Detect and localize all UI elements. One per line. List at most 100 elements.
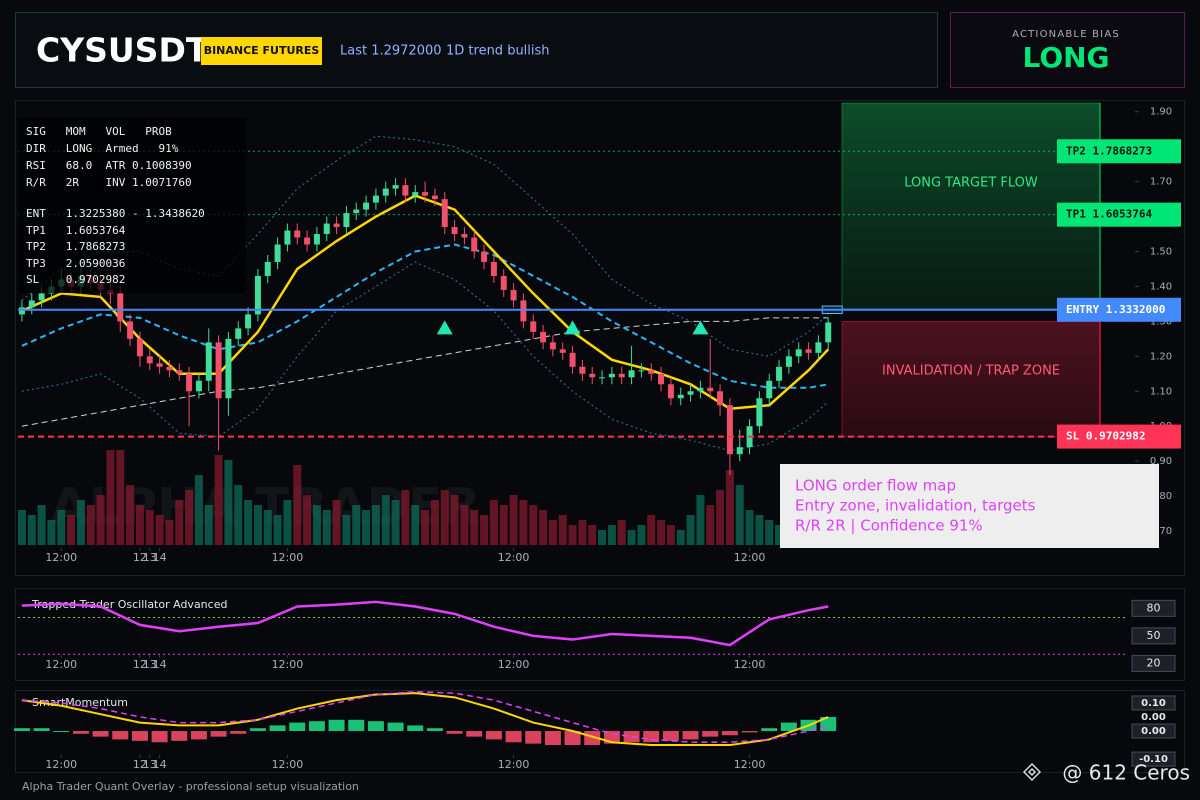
volume-bar <box>676 530 685 545</box>
volume-bar <box>234 485 243 545</box>
exchange: BINANCE FUTURES <box>204 44 320 57</box>
momentum-bar <box>269 725 286 732</box>
candle-body <box>127 321 134 339</box>
volume-bar <box>657 520 666 545</box>
candle-body <box>431 195 438 200</box>
x-tick-label: 14 <box>153 758 167 771</box>
credit-icon-inner <box>1027 767 1037 777</box>
candle-body <box>471 237 478 252</box>
momentum-bar <box>230 731 247 734</box>
candle-body <box>618 373 625 378</box>
y-tick-label: 1.40 <box>1150 281 1172 292</box>
candle-body <box>520 300 527 322</box>
volume-bar <box>450 495 459 545</box>
stats-row: SIG MOM VOL PROB <box>26 125 172 138</box>
header-panel <box>15 12 938 88</box>
zone-label: LONG TARGET FLOW <box>904 176 1038 191</box>
trend: 1D trend bullish <box>446 44 550 59</box>
y-tick-label: 0.70 <box>1150 526 1172 537</box>
volume-bar <box>194 475 203 545</box>
candle-body <box>254 275 261 315</box>
x-tick-label: 12:00 <box>45 551 77 564</box>
volume-bar <box>647 515 656 545</box>
momentum-line <box>21 692 829 747</box>
candle-body <box>176 370 183 374</box>
level-tag <box>1057 424 1181 449</box>
volume-bar <box>371 505 380 545</box>
candle-body <box>402 185 409 196</box>
volume-bar <box>381 495 390 545</box>
candle-body <box>382 188 389 196</box>
volume-bar <box>293 465 302 545</box>
candle-body <box>422 192 429 196</box>
candle-body <box>412 192 419 196</box>
x-tick-label: 12:00 <box>734 758 766 771</box>
volume-bar <box>568 525 577 545</box>
y-tick-box <box>1131 654 1176 672</box>
momentum-bar <box>564 731 581 746</box>
volume-bar <box>96 495 105 545</box>
candle-body <box>235 328 242 339</box>
chart-layer: 12:00 12 12:00 13 12:00 14 12:00 0.70 0.80 0.90 1.… <box>13 102 1181 771</box>
candle-body <box>638 370 645 372</box>
candle-body <box>372 195 379 203</box>
momentum-bar <box>367 721 384 732</box>
y-tick-box <box>1131 695 1176 711</box>
volume-bar <box>529 505 538 545</box>
volume-bar <box>470 510 479 545</box>
y-tick-label: 20 <box>1147 656 1161 669</box>
momentum-bar <box>702 731 719 737</box>
volume-bar <box>539 510 548 545</box>
signal-marker <box>436 320 453 335</box>
volume-bar <box>725 470 734 545</box>
x-tick-label: 12 <box>133 758 147 771</box>
momentum-bar <box>210 731 227 737</box>
stats-level: TP2 1.7868273 <box>26 240 125 253</box>
candle-body <box>697 387 704 392</box>
candle-body <box>510 289 517 301</box>
y-tick-label: 1.20 <box>1150 351 1172 362</box>
volume-bar <box>607 525 616 545</box>
volume-bar <box>598 530 607 545</box>
volume-bar <box>86 505 95 545</box>
y-tick-label: 1.50 <box>1150 246 1172 257</box>
x-tick-label: 12:00 <box>734 551 766 564</box>
stats-level: SL 0.9702982 <box>26 273 125 286</box>
level-label: ENTRY 1.3332000 <box>1066 303 1165 316</box>
y-tick-label: 0.90 <box>1150 456 1172 467</box>
y-tick-box <box>1131 599 1176 617</box>
momentum-bar <box>33 728 50 732</box>
candle-body <box>589 373 596 378</box>
note-line: R/R 2R | Confidence 91% <box>795 517 983 535</box>
momentum-bar <box>544 731 561 746</box>
candle-body <box>28 300 35 308</box>
momentum-bar <box>348 719 365 732</box>
volume-bar <box>27 515 36 545</box>
momentum-bar <box>387 722 404 732</box>
candle-body <box>294 230 301 238</box>
note-line: Entry zone, invalidation, targets <box>795 497 1036 515</box>
level-label: TP1 1.6053764 <box>1066 208 1152 221</box>
momentum-bar <box>485 731 502 740</box>
candle-body <box>264 261 271 276</box>
bias-label: ACTIONABLE BIAS <box>1012 29 1120 40</box>
symbol: CYSUSDT <box>36 31 209 70</box>
volume-bar <box>145 510 154 545</box>
volume-bar <box>460 505 469 545</box>
volume-bar <box>706 505 715 545</box>
candle-body <box>530 321 537 332</box>
volume-bar <box>637 525 646 545</box>
candle-body <box>648 370 655 374</box>
momentum-bar <box>92 731 109 737</box>
momentum-bar <box>446 731 463 734</box>
volume-bar <box>244 500 253 545</box>
x-tick-label: 14 <box>153 551 167 564</box>
candle-body <box>756 398 763 427</box>
volume-bar <box>67 515 76 545</box>
stats-row: RSI 68.0 ATR 0.1008390 <box>26 159 192 172</box>
volume-bar <box>480 515 489 545</box>
volume-bar <box>548 520 557 545</box>
y-tick-box <box>1131 751 1176 767</box>
volume-bar <box>126 485 135 545</box>
y-tick-label: 1.90 <box>1150 107 1172 118</box>
